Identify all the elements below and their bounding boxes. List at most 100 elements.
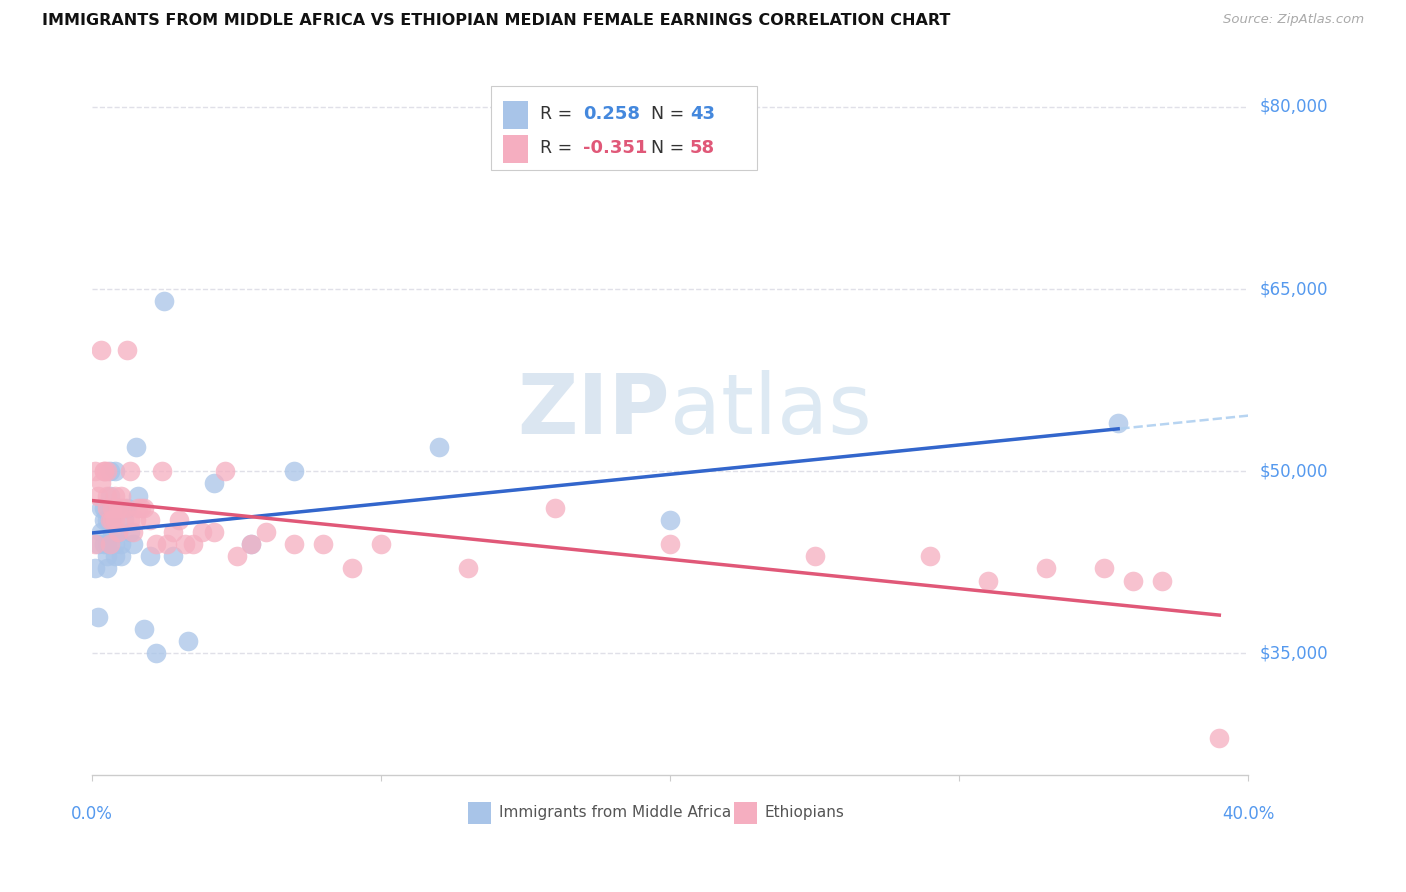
Point xyxy=(115,500,138,515)
Text: 0.258: 0.258 xyxy=(583,105,641,123)
Point xyxy=(118,464,141,478)
Point xyxy=(121,524,143,539)
Point xyxy=(90,500,112,515)
Point xyxy=(93,464,115,478)
Point xyxy=(115,343,138,357)
Point xyxy=(977,574,1000,588)
Point xyxy=(457,561,479,575)
Point xyxy=(110,489,132,503)
Point xyxy=(93,513,115,527)
Point xyxy=(1035,561,1057,575)
Point xyxy=(110,549,132,564)
Point xyxy=(543,500,565,515)
Text: $50,000: $50,000 xyxy=(1260,462,1329,480)
Point xyxy=(124,440,146,454)
Point xyxy=(240,537,263,551)
Point xyxy=(96,489,118,503)
Point xyxy=(162,524,184,539)
Point xyxy=(145,647,167,661)
Point xyxy=(214,464,236,478)
Point xyxy=(87,489,110,503)
Bar xyxy=(502,135,529,163)
Point xyxy=(107,500,129,515)
Point xyxy=(118,524,141,539)
Text: -0.351: -0.351 xyxy=(583,139,648,157)
Point xyxy=(96,500,118,515)
Point xyxy=(139,513,162,527)
Point xyxy=(139,549,162,564)
Point xyxy=(162,549,184,564)
Point xyxy=(107,524,129,539)
Text: Source: ZipAtlas.com: Source: ZipAtlas.com xyxy=(1223,13,1364,27)
Bar xyxy=(468,802,491,823)
Point xyxy=(1122,574,1144,588)
Point xyxy=(98,537,121,551)
Point xyxy=(124,513,146,527)
Point xyxy=(191,524,214,539)
Text: N =: N = xyxy=(651,105,683,123)
Point xyxy=(153,294,176,309)
Point xyxy=(101,513,124,527)
Bar xyxy=(734,802,756,823)
Point xyxy=(427,440,450,454)
Point xyxy=(101,500,124,515)
Point xyxy=(134,500,156,515)
Point xyxy=(96,513,118,527)
Point xyxy=(107,524,129,539)
Point xyxy=(93,500,115,515)
Point xyxy=(87,610,110,624)
Point xyxy=(173,537,195,551)
Text: 43: 43 xyxy=(690,105,714,123)
Point xyxy=(84,537,107,551)
Text: Immigrants from Middle Africa: Immigrants from Middle Africa xyxy=(499,805,731,821)
Point xyxy=(96,561,118,575)
Point xyxy=(283,464,305,478)
Text: Ethiopians: Ethiopians xyxy=(765,805,845,821)
Point xyxy=(93,464,115,478)
Point xyxy=(118,513,141,527)
Point xyxy=(104,513,127,527)
Text: N =: N = xyxy=(651,139,683,157)
Point xyxy=(112,500,135,515)
Point xyxy=(84,561,107,575)
Point xyxy=(803,549,825,564)
Point xyxy=(176,634,198,648)
Point xyxy=(370,537,392,551)
Point xyxy=(1150,574,1173,588)
Point xyxy=(202,476,225,491)
Point xyxy=(167,513,190,527)
Point xyxy=(87,537,110,551)
Point xyxy=(156,537,179,551)
Point xyxy=(659,537,682,551)
Point xyxy=(101,500,124,515)
Text: 58: 58 xyxy=(690,139,716,157)
Point xyxy=(920,549,942,564)
Text: 40.0%: 40.0% xyxy=(1222,805,1274,823)
Point xyxy=(127,489,149,503)
Point xyxy=(134,622,156,636)
Point xyxy=(1208,731,1230,746)
Text: atlas: atlas xyxy=(671,370,872,451)
Bar xyxy=(491,87,756,170)
Point xyxy=(1092,561,1115,575)
Text: IMMIGRANTS FROM MIDDLE AFRICA VS ETHIOPIAN MEDIAN FEMALE EARNINGS CORRELATION CH: IMMIGRANTS FROM MIDDLE AFRICA VS ETHIOPI… xyxy=(42,13,950,29)
Point xyxy=(104,489,127,503)
Point xyxy=(183,537,205,551)
Point xyxy=(342,561,364,575)
Point xyxy=(659,513,682,527)
Text: R =: R = xyxy=(540,105,572,123)
Point xyxy=(90,524,112,539)
Point xyxy=(98,464,121,478)
Point xyxy=(110,537,132,551)
Point xyxy=(1107,416,1129,430)
Point xyxy=(84,464,107,478)
Text: R =: R = xyxy=(540,139,572,157)
Point xyxy=(96,537,118,551)
Point xyxy=(96,464,118,478)
Point xyxy=(150,464,173,478)
Point xyxy=(240,537,263,551)
Text: $35,000: $35,000 xyxy=(1260,645,1329,663)
Text: $80,000: $80,000 xyxy=(1260,98,1329,116)
Point xyxy=(93,537,115,551)
Point xyxy=(145,537,167,551)
